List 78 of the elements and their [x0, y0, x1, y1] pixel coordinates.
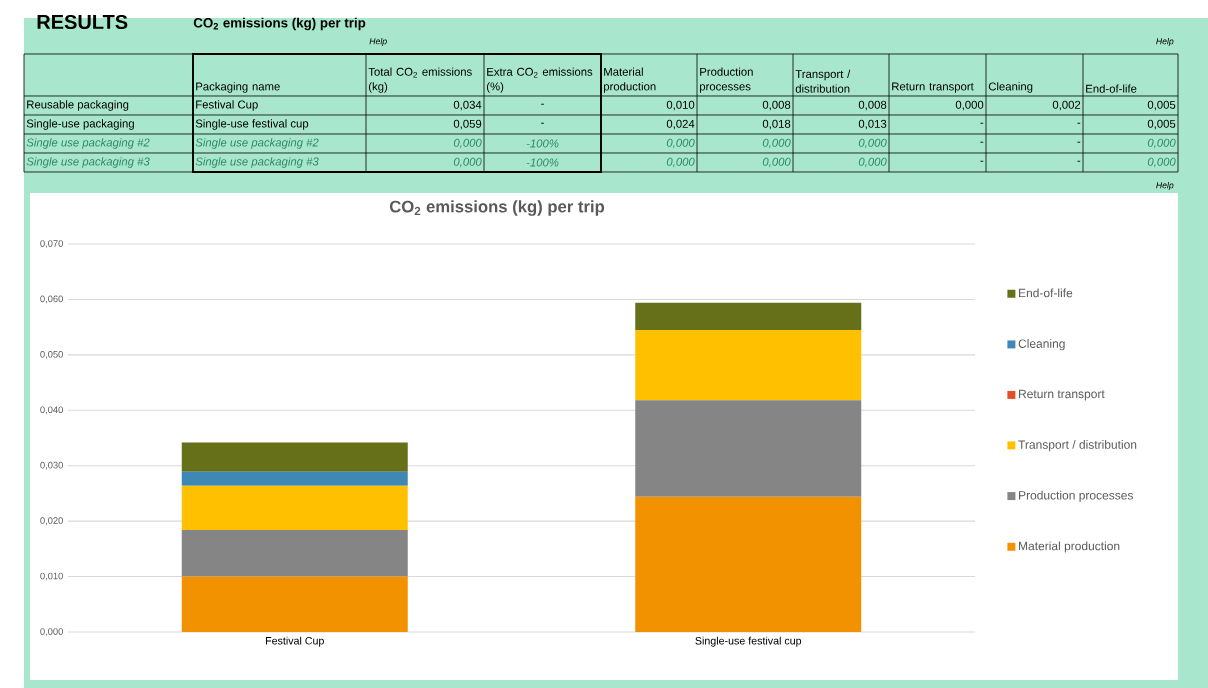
text: -100%: [526, 158, 559, 167]
legend-label: Production processes: [1019, 490, 1133, 502]
text: 0,005: [1147, 100, 1176, 111]
text: Total CO$_{2}$ emissions (kg): [368, 67, 472, 93]
text: -100%: [526, 139, 559, 148]
y-tick-label: 0,010: [40, 572, 63, 581]
text: Single use packaging #3: [26, 157, 150, 168]
text: -: [1077, 160, 1081, 162]
y-tick-label: 0,050: [40, 351, 63, 359]
text: Single use packaging #3: [195, 157, 319, 168]
legend-label: Material production: [1019, 541, 1120, 553]
bar: [181, 576, 408, 632]
y-tick-label: 0,020: [40, 517, 63, 525]
text: 0,059: [453, 119, 482, 130]
text: Help: [1156, 37, 1174, 47]
text: 0,034: [453, 100, 482, 111]
legend-label: End-of-life: [1019, 288, 1073, 298]
text: 0,000: [453, 157, 482, 168]
text: 0,000: [858, 157, 887, 168]
text: 0,000: [955, 100, 984, 111]
text: 0,000: [666, 157, 695, 168]
text: Material production: [604, 67, 656, 93]
bar: [635, 496, 862, 632]
text: 0,002: [1052, 100, 1081, 111]
y-tick-label: 0,030: [40, 461, 63, 470]
y-tick-label: 0,000: [40, 628, 63, 636]
legend-label: Return transport: [1019, 389, 1105, 401]
text: Single use packaging #2: [26, 138, 150, 149]
text: Single use packaging #2: [195, 138, 319, 149]
text: 0,008: [858, 100, 887, 111]
text: 0,024: [666, 119, 695, 130]
y-tick-label: 0,060: [40, 295, 63, 304]
legend-label: Transport / distribution: [1018, 440, 1137, 452]
text: Single-use festival cup: [195, 119, 309, 130]
chart-title: CO$_{2}$ emissions (kg) per trip: [389, 200, 605, 216]
text: Cleaning: [988, 82, 1033, 93]
bar: [635, 329, 862, 401]
text: Help: [369, 37, 387, 47]
text: 0,008: [762, 100, 791, 111]
text: 0,000: [762, 138, 791, 149]
bar: [181, 530, 408, 577]
text: Festival Cup: [196, 100, 258, 111]
text: Reusable packaging: [27, 100, 129, 111]
text: 0,013: [858, 119, 887, 130]
text: -: [980, 160, 984, 162]
text: CO$_{2}$ emissions (kg) per trip: [193, 17, 366, 31]
text: 0,018: [762, 119, 791, 130]
text: RESULTS: [37, 14, 128, 30]
bar: [181, 485, 408, 530]
bar: [635, 400, 862, 497]
text: -: [541, 122, 544, 124]
text: Extra CO$_{2}$ emissions (%): [486, 67, 593, 93]
bar: [635, 302, 862, 330]
bar: [181, 471, 408, 486]
text: -: [980, 122, 984, 124]
bar: [181, 442, 408, 472]
text: 0,010: [666, 100, 695, 111]
text: 0,000: [1147, 157, 1176, 168]
text: -: [1077, 122, 1081, 124]
text: -: [1077, 141, 1081, 143]
text: End-of-life: [1086, 84, 1137, 93]
text: 0,000: [666, 138, 695, 149]
text: 0,000: [1147, 138, 1176, 149]
text: 0,000: [762, 157, 791, 168]
y-tick-label: 0,040: [40, 406, 63, 415]
text: -: [541, 103, 544, 105]
text: Single-use packaging: [26, 119, 134, 130]
text: Help: [1156, 181, 1174, 191]
text: -: [980, 141, 984, 143]
y-tick-label: 0,070: [40, 240, 63, 248]
text: Return transport: [892, 82, 974, 93]
text: Production processes: [700, 67, 753, 93]
text: Transport / distribution: [795, 69, 851, 93]
legend-label: Cleaning: [1018, 339, 1065, 351]
text: Packaging name: [196, 82, 280, 93]
text: 0,000: [858, 138, 887, 149]
text: 0,005: [1147, 119, 1176, 130]
text: 0,000: [453, 138, 482, 149]
